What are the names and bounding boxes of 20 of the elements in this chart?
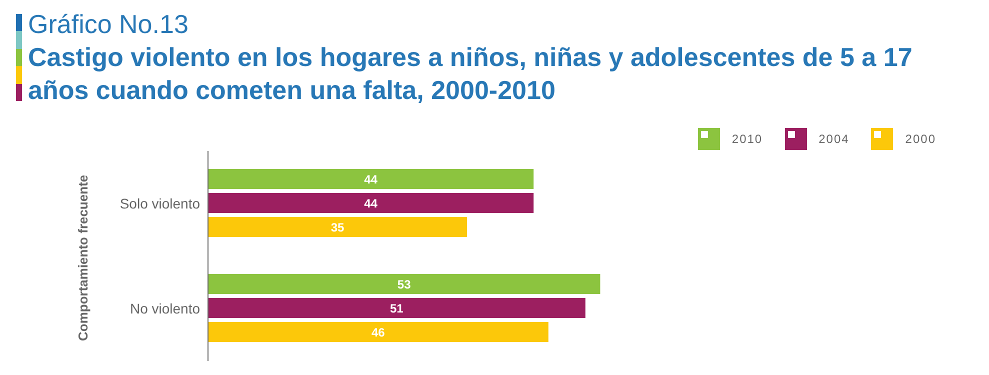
- bar: [208, 298, 586, 318]
- bar: [208, 169, 534, 189]
- legend-label: 2010: [732, 132, 763, 146]
- bar: [208, 274, 600, 294]
- legend-label: 2000: [905, 132, 936, 146]
- data-label: 35: [330, 220, 344, 234]
- data-label: 53: [397, 277, 412, 292]
- chart-subtitle: Castigo violento en los hogares a niños, niñas y adolescentes de 5 a 17 años cuando cometen una falta, 2000-2010: [28, 41, 914, 107]
- y-tick-label: Solo violento: [120, 195, 200, 212]
- y-axis-title: Comportamiento frecuente: [76, 174, 91, 341]
- data-label: 44: [364, 172, 378, 186]
- chart-title: Gráfico No.13: [28, 8, 190, 41]
- data-label: 44: [364, 196, 378, 210]
- data-label: 46: [372, 325, 386, 340]
- bar: [208, 217, 467, 237]
- legend-label: 2004: [818, 132, 850, 146]
- data-label: 51: [390, 301, 404, 316]
- y-tick-label: No violento: [130, 300, 200, 316]
- bar: [208, 193, 534, 213]
- bar: [208, 322, 548, 342]
